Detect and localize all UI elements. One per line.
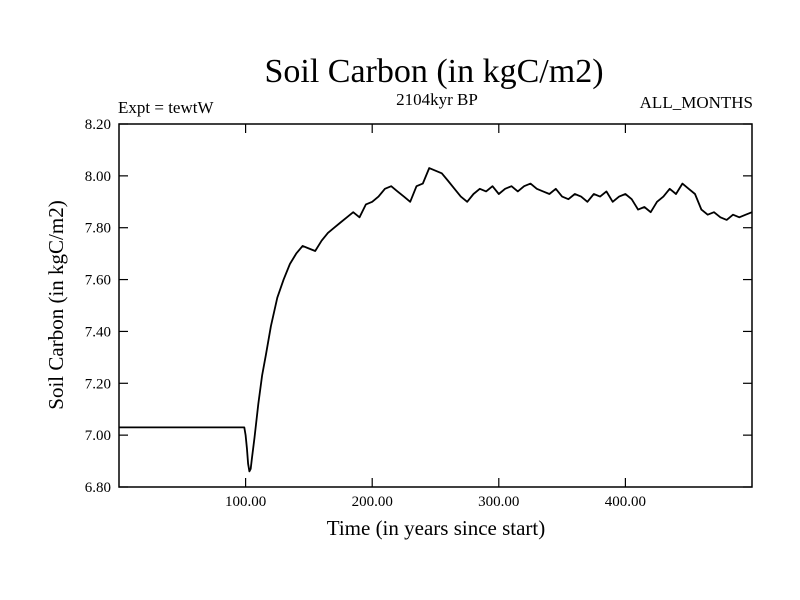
y-tick-label-2: 7.20 (85, 376, 111, 392)
tick-labels: 100.00 200.00 300.00 400.00 6.80 7.00 7.20 7.40… (85, 117, 646, 510)
x-tick-label-1: 200.00 (352, 494, 393, 510)
x-tick-label-2: 300.00 (478, 494, 519, 510)
plot-frame (118, 123, 753, 488)
x-axis-label: Time (in years since start) (327, 516, 546, 540)
chart-title: Soil Carbon (in kgC/m2) (264, 53, 603, 90)
experiment-label: Expt = tewtW (118, 98, 214, 117)
y-tick-label-3: 7.40 (85, 324, 111, 340)
soil-carbon-series-line (119, 167, 753, 473)
axis-ticks (119, 123, 752, 488)
x-tick-label-0: 100.00 (225, 494, 266, 510)
months-label: ALL_MONTHS (640, 93, 753, 112)
y-tick-label-7: 8.20 (85, 117, 111, 133)
y-axis-label: Soil Carbon (in kgC/m2) (44, 200, 68, 409)
y-tick-label-1: 7.00 (85, 428, 111, 444)
x-tick-label-3: 400.00 (605, 494, 646, 510)
period-label: 2104kyr BP (396, 90, 478, 109)
y-tick-label-5: 7.80 (85, 221, 111, 237)
y-tick-label-0: 6.80 (85, 480, 111, 496)
y-tick-label-4: 7.60 (85, 273, 111, 289)
y-tick-label-6: 8.00 (85, 169, 111, 185)
